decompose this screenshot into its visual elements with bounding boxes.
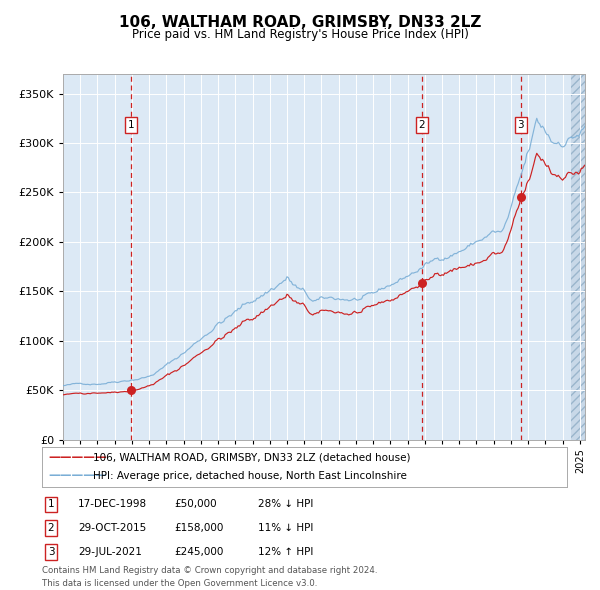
Text: 2: 2 bbox=[47, 523, 55, 533]
Text: 29-OCT-2015: 29-OCT-2015 bbox=[78, 523, 146, 533]
Text: 106, WALTHAM ROAD, GRIMSBY, DN33 2LZ (detached house): 106, WALTHAM ROAD, GRIMSBY, DN33 2LZ (de… bbox=[93, 453, 410, 463]
Text: £158,000: £158,000 bbox=[174, 523, 223, 533]
Text: This data is licensed under the Open Government Licence v3.0.: This data is licensed under the Open Gov… bbox=[42, 579, 317, 588]
Text: 29-JUL-2021: 29-JUL-2021 bbox=[78, 547, 142, 556]
Bar bbox=[571, 74, 585, 440]
Text: 1: 1 bbox=[47, 500, 55, 509]
Text: 1: 1 bbox=[128, 120, 134, 130]
Text: Contains HM Land Registry data © Crown copyright and database right 2024.: Contains HM Land Registry data © Crown c… bbox=[42, 566, 377, 575]
Text: 17-DEC-1998: 17-DEC-1998 bbox=[78, 500, 147, 509]
Text: 3: 3 bbox=[47, 547, 55, 556]
Text: 106, WALTHAM ROAD, GRIMSBY, DN33 2LZ: 106, WALTHAM ROAD, GRIMSBY, DN33 2LZ bbox=[119, 15, 481, 30]
Text: 28% ↓ HPI: 28% ↓ HPI bbox=[258, 500, 313, 509]
Text: HPI: Average price, detached house, North East Lincolnshire: HPI: Average price, detached house, Nort… bbox=[93, 471, 407, 481]
Text: 3: 3 bbox=[518, 120, 524, 130]
Text: 12% ↑ HPI: 12% ↑ HPI bbox=[258, 547, 313, 556]
Text: Price paid vs. HM Land Registry's House Price Index (HPI): Price paid vs. HM Land Registry's House … bbox=[131, 28, 469, 41]
Text: —————: ————— bbox=[48, 451, 107, 464]
Text: £50,000: £50,000 bbox=[174, 500, 217, 509]
Text: —————: ————— bbox=[48, 470, 107, 483]
Text: 11% ↓ HPI: 11% ↓ HPI bbox=[258, 523, 313, 533]
Text: 2: 2 bbox=[419, 120, 425, 130]
Text: £245,000: £245,000 bbox=[174, 547, 223, 556]
Bar bbox=[571, 74, 585, 440]
